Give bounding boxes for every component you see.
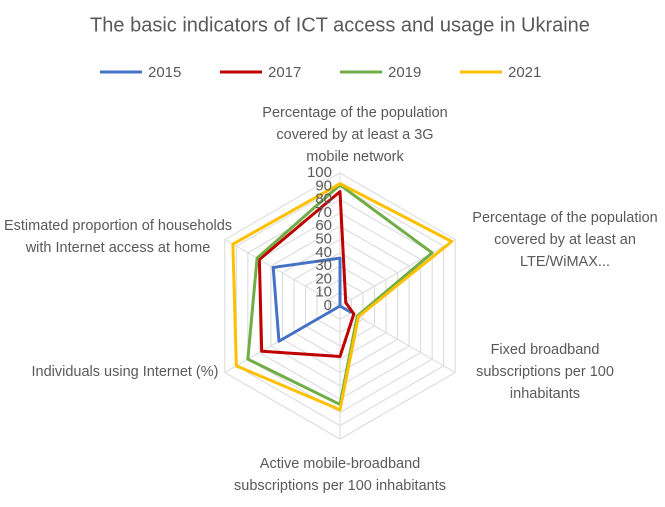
axis-label: Individuals using Internet (%)	[31, 364, 219, 380]
spoke	[339, 239, 456, 307]
r-tick-label: 50	[315, 230, 332, 247]
r-tick-label: 30	[315, 257, 332, 274]
r-tick-label: 20	[315, 270, 332, 287]
r-tick-label: 10	[315, 284, 332, 301]
legend-label: 2015	[148, 64, 181, 81]
chart-title: The basic indicators of ICT access and u…	[90, 14, 590, 36]
legend-label: 2021	[508, 64, 541, 81]
axis-label: Fixed broadband subscriptions per 100 in…	[476, 342, 614, 402]
r-tick-label: 90	[315, 177, 332, 194]
r-tick-label: 70	[315, 204, 332, 221]
r-tick-label: 0	[324, 297, 332, 314]
r-tick-label: 60	[315, 217, 332, 234]
axis-label: Active mobile-broadband subscriptions pe…	[234, 456, 446, 494]
spoke	[224, 239, 341, 307]
series-line	[257, 190, 356, 359]
r-tick-label: 100	[307, 164, 332, 181]
axis-label: Estimated proportion of households with …	[3, 218, 233, 256]
series-line	[271, 256, 352, 343]
r-tick-label: 80	[315, 191, 332, 208]
legend-label: 2017	[268, 64, 301, 81]
series-line	[231, 182, 454, 412]
axis-label: Percentage of the population covered by …	[472, 210, 658, 270]
r-tick-label: 40	[315, 244, 332, 261]
legend-label: 2019	[388, 64, 421, 81]
axis-label: Percentage of the population covered by …	[262, 105, 448, 165]
